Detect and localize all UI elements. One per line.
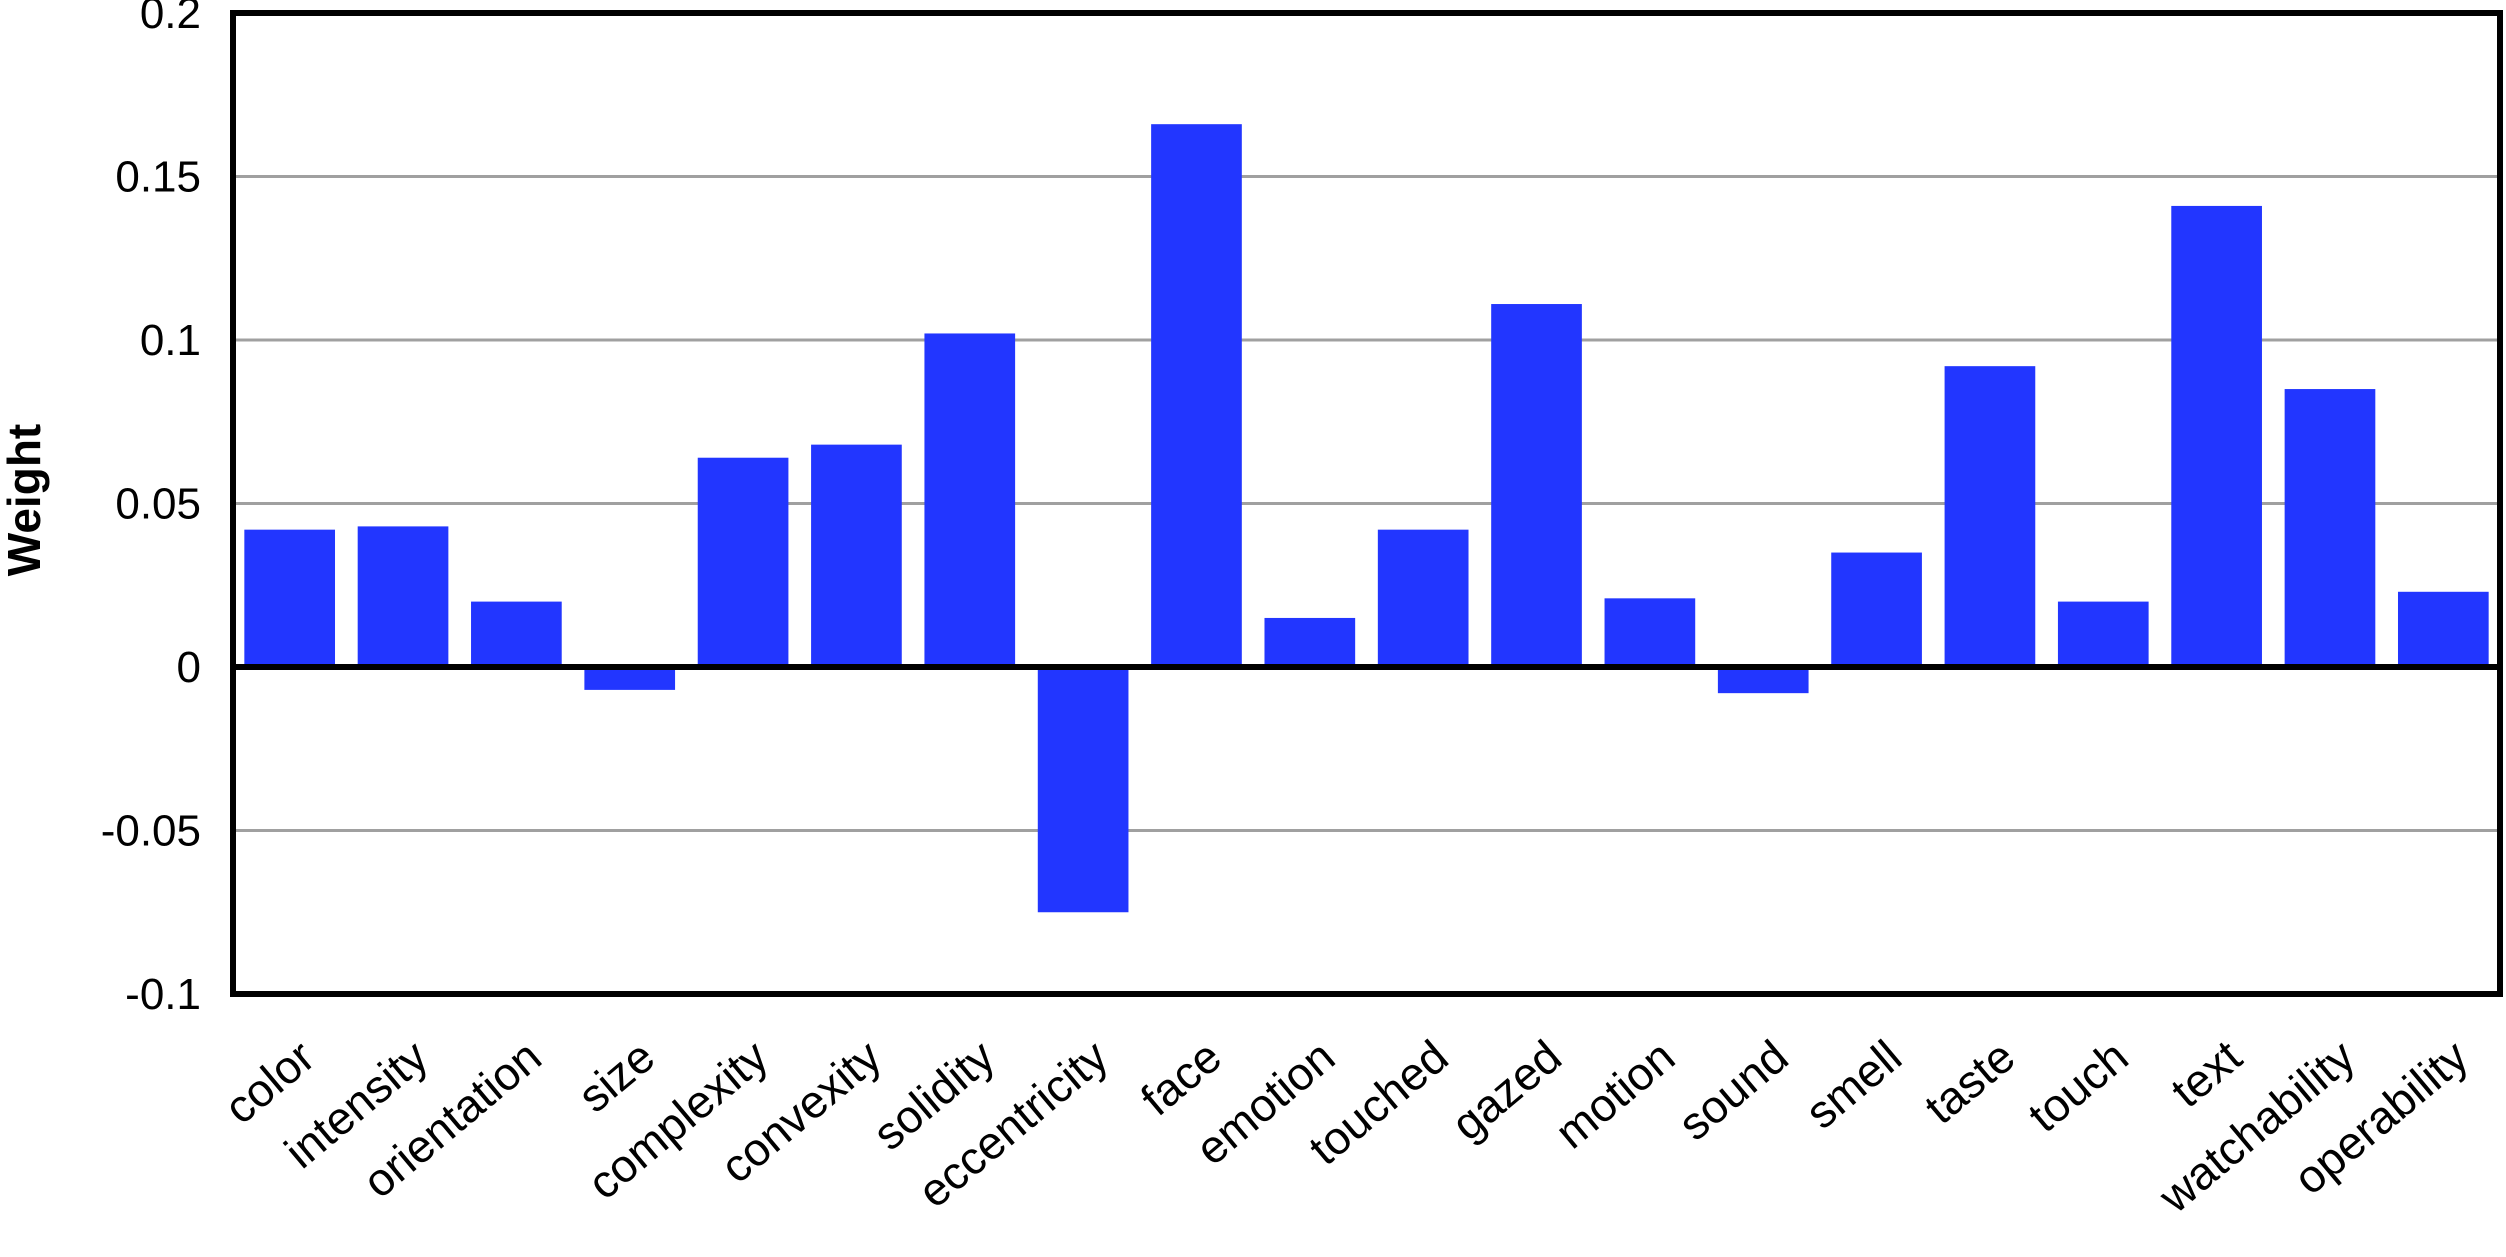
bar-size [584,667,676,690]
x-category-label: gazed [1442,1030,1571,1150]
bar-emotion [1264,617,1356,667]
bar-intensity [357,526,449,667]
x-category-label: sound [1668,1030,1797,1150]
bar-solidity [924,333,1016,667]
bar-eccentricity [1037,667,1129,913]
y-tick-label: -0.1 [125,970,201,1019]
x-category-label: taste [1915,1030,2025,1134]
bar-complexity [697,457,789,667]
gridlines [233,175,2500,832]
plot-area-frame [230,10,2503,997]
x-category-label: touch [2018,1030,2138,1142]
y-tick-label: 0.15 [115,153,201,202]
bar-watchability [2284,389,2376,667]
bar-motion [1604,598,1696,667]
bars [244,124,2489,913]
y-tick-label: 0.05 [115,480,201,529]
bar-sound [1717,667,1809,694]
y-tick-label: 0 [177,643,201,692]
y-axis-title: Weight [0,424,50,576]
bar-touch [2057,601,2149,667]
bar-smell [1831,552,1922,667]
x-category-label: text [2161,1030,2251,1118]
bar-face [1151,124,1242,668]
bar-touched [1377,529,1469,667]
bar-orientation [471,601,562,667]
bar-color [244,529,336,667]
y-tick-label: 0.2 [140,0,201,38]
bar-operability [2397,591,2489,667]
bar-text [2171,205,2262,667]
x-category-label: motion [1545,1030,1684,1159]
bar-taste [1944,366,2036,667]
x-category-label: smell [1795,1030,1911,1139]
y-tick-label: -0.05 [101,807,201,856]
bar-convexity [811,444,902,667]
bar-gazed [1491,304,1582,667]
y-tick-label: 0.1 [140,316,201,365]
y-tick-labels: 0.2 0.15 0.1 0.05 0 -0.05 -0.1 [101,0,201,1019]
